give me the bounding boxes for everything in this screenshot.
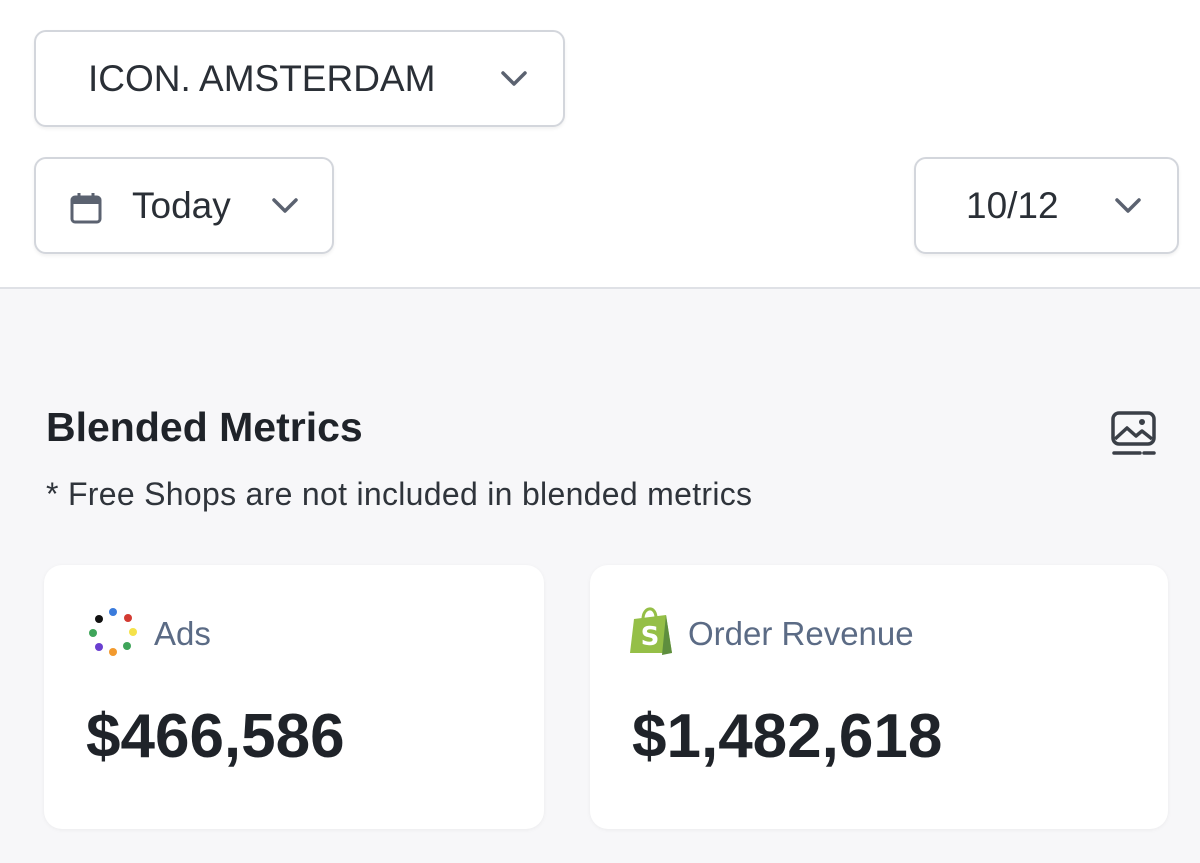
shopify-icon: S	[630, 607, 672, 655]
calendar-icon	[70, 193, 102, 224]
chevron-icon	[272, 198, 298, 213]
image-icon[interactable]	[1110, 410, 1158, 458]
date-dropdown[interactable]: 10/12	[914, 157, 1179, 254]
date-range-dropdown[interactable]: Today	[34, 157, 334, 254]
metric-card[interactable]: Ads $466,586	[44, 565, 544, 829]
metric-value: $1,482,618	[632, 702, 943, 771]
metric-label: Ads	[154, 615, 211, 652]
date-label: 10/12	[966, 184, 1059, 226]
section-title: Blended Metrics	[46, 404, 363, 450]
date-range-label: Today	[132, 184, 231, 226]
chevron-icon	[501, 71, 527, 86]
ads-icon	[89, 608, 137, 656]
svg-text:S: S	[641, 622, 660, 652]
section-note: * Free Shops are not included in blended…	[46, 476, 753, 512]
chevron-icon	[1115, 198, 1141, 213]
store-dropdown[interactable]: ICON. AMSTERDAM	[34, 30, 565, 127]
metric-label: Order Revenue	[688, 615, 914, 652]
metric-value: $466,586	[86, 702, 345, 771]
metric-card[interactable]: S Order Revenue $1,482,618	[590, 565, 1168, 829]
store-label: ICON. AMSTERDAM	[88, 57, 436, 99]
